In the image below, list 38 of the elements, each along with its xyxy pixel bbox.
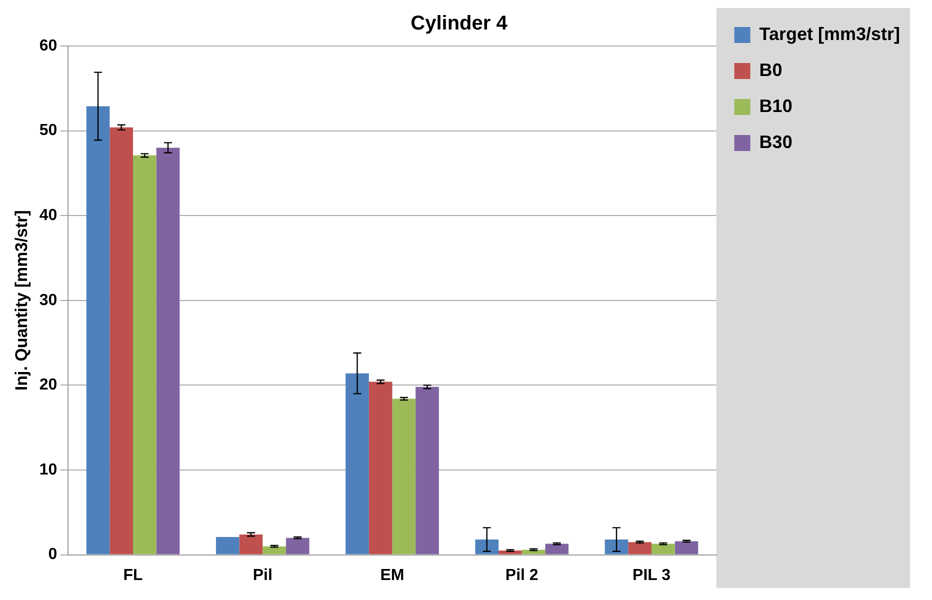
- legend-label: B10: [759, 96, 792, 116]
- bar: [346, 373, 369, 554]
- bar: [392, 398, 416, 554]
- x-tick-label: FL: [123, 566, 144, 584]
- legend-label: Target [mm3/str]: [759, 24, 900, 44]
- bar: [416, 386, 439, 554]
- bar: [86, 106, 110, 554]
- y-tick-label: 30: [39, 292, 58, 309]
- chart-title: Cylinder 4: [410, 12, 508, 35]
- bar: [368, 382, 392, 554]
- bar: [628, 542, 652, 554]
- y-tick-label: 10: [39, 461, 58, 478]
- y-axis-title: Inj. Quantity [mm3/str]: [12, 210, 31, 391]
- legend-label: B30: [759, 132, 792, 152]
- bar: [156, 148, 180, 554]
- bar: [262, 546, 286, 554]
- bar: [674, 541, 698, 554]
- x-tick-label: EM: [380, 566, 404, 584]
- x-tick-label: PIL 3: [632, 566, 671, 584]
- x-tick-label: Pil: [252, 566, 272, 584]
- bar: [286, 538, 310, 554]
- bar: [545, 544, 569, 554]
- x-tick-label: Pil 2: [505, 566, 538, 584]
- bar: [522, 550, 546, 554]
- bar: [239, 534, 263, 554]
- y-tick-label: 0: [48, 546, 58, 564]
- legend-label: B0: [759, 60, 782, 80]
- bar: [110, 127, 134, 554]
- bar: [475, 540, 499, 554]
- bar: [498, 550, 522, 554]
- y-tick-label: 60: [39, 37, 58, 54]
- y-tick-label: 20: [39, 376, 58, 394]
- bar: [604, 540, 628, 554]
- y-tick-label: 50: [39, 122, 58, 140]
- bar: [651, 544, 675, 554]
- bar: [133, 155, 156, 554]
- y-tick-label: 40: [39, 207, 58, 224]
- bar: [216, 536, 240, 554]
